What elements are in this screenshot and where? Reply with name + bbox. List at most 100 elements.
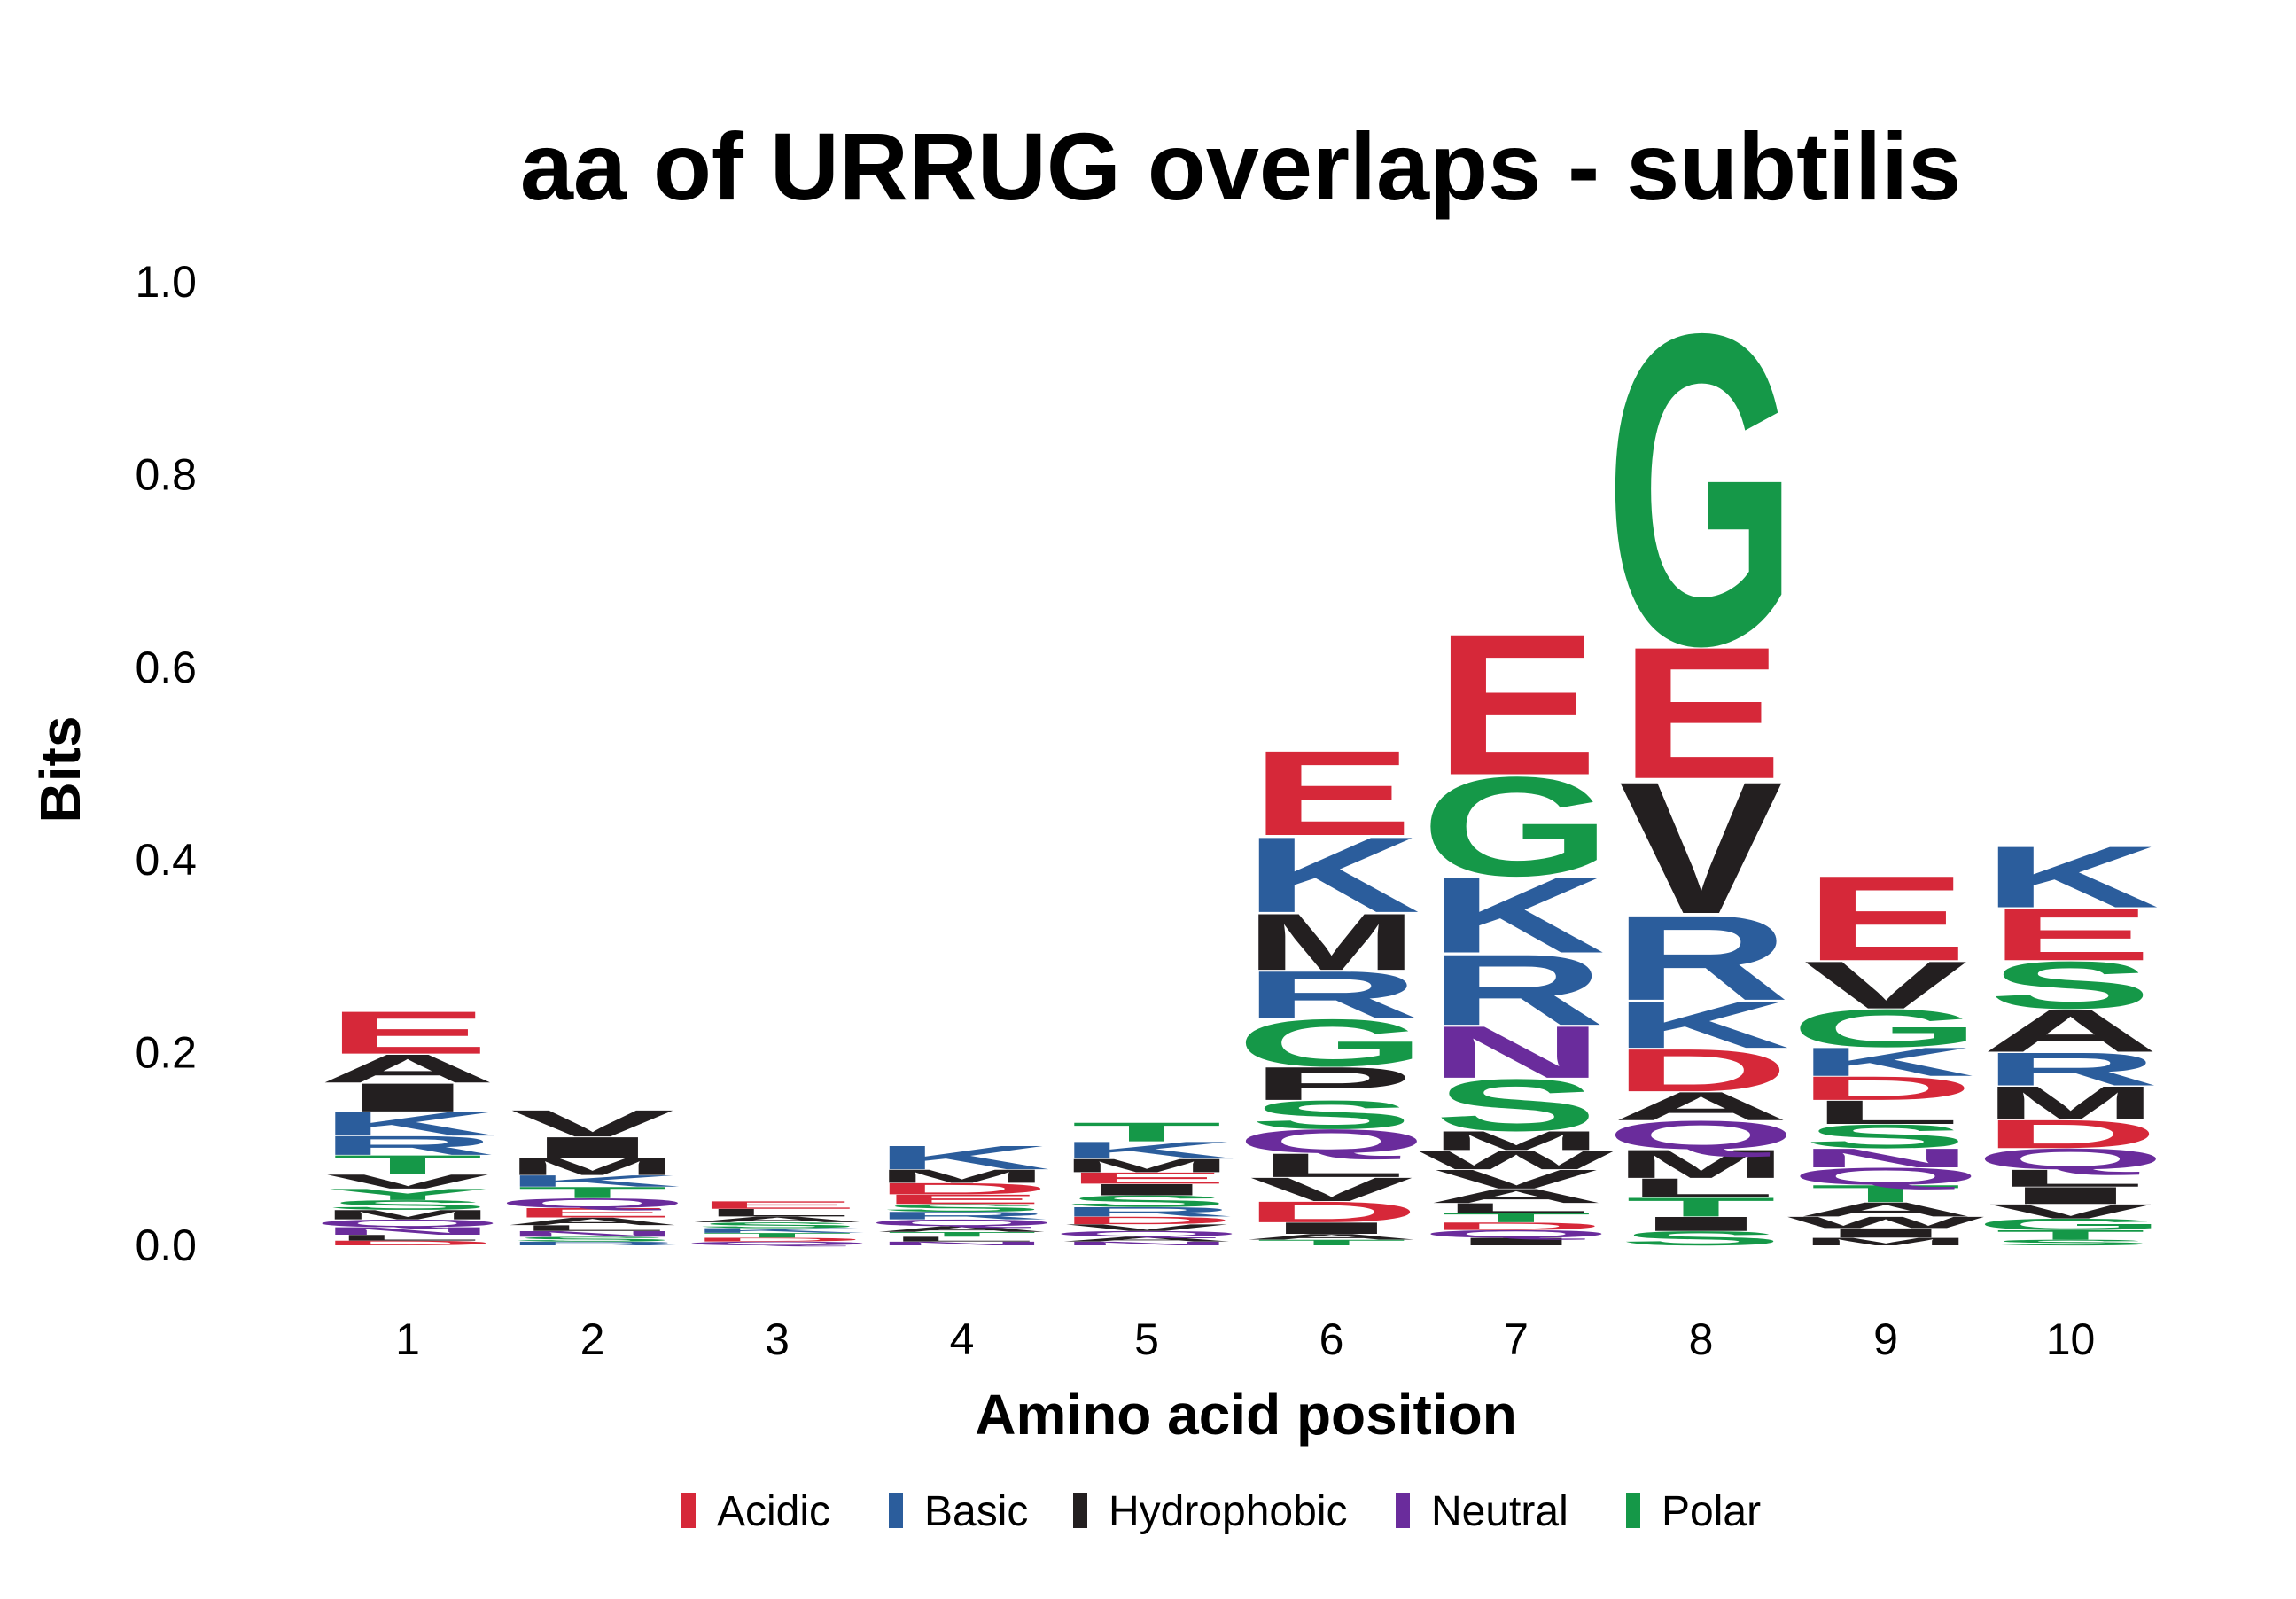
x-tick-label: 6	[1319, 1314, 1344, 1364]
logo-letter: S	[880, 1202, 1044, 1214]
legend-label: Basic	[924, 1488, 1028, 1535]
logo-letter: T	[702, 1231, 852, 1238]
logo-letter: K	[1058, 1136, 1236, 1164]
logo-letter: T	[1810, 1180, 1961, 1207]
legend-item-neutral: Neutral	[1396, 1488, 1568, 1535]
logo-letter: S	[1989, 948, 2152, 1023]
legend-item-hydrophobic: Hydrophobic	[1073, 1488, 1347, 1535]
logo-letter: Q	[1051, 1229, 1242, 1238]
logo-letter: A	[1428, 1185, 1606, 1207]
logo-letter: A	[319, 1046, 497, 1091]
logo-letter: R	[873, 1210, 1051, 1222]
logo-letter: R	[1428, 933, 1606, 1046]
logo-letter: G	[1605, 241, 1796, 737]
x-axis-label: Amino acid position	[975, 1383, 1517, 1447]
logo-letter: T	[1071, 1117, 1222, 1147]
logo-letter: Q	[866, 1218, 1057, 1228]
logo-letter: L	[702, 1206, 852, 1219]
logo-letter: G	[1790, 998, 1981, 1058]
logo-letter: V	[325, 1170, 489, 1192]
logo-letter: W	[1787, 1213, 1985, 1231]
logo-letter: D	[689, 1236, 867, 1243]
y-tick-label: 0.8	[135, 449, 197, 499]
logo-letter: K	[503, 1172, 681, 1190]
logo-letter: S	[1249, 1093, 1413, 1138]
logo-letter: E	[1619, 608, 1783, 818]
logo-letter: M	[1060, 1155, 1234, 1176]
logo-letter: K	[689, 1227, 867, 1234]
logo-letter: E	[1249, 726, 1413, 861]
logo-letter: R	[1981, 1043, 2160, 1096]
logo-letter: T	[1996, 1228, 2146, 1243]
logo-letter: I	[1798, 1226, 1973, 1241]
logo-letter: D	[1797, 1070, 1975, 1107]
logo-letter: R	[319, 1130, 497, 1160]
logo-letter: G	[1974, 1215, 2166, 1233]
logo-letter: V	[510, 1103, 674, 1144]
legend-item-basic: Basic	[889, 1488, 1028, 1535]
logo-letter: S	[1619, 1227, 1783, 1249]
logo-letter: Q	[1235, 1123, 1427, 1160]
logo-letter: A	[503, 1215, 681, 1228]
logo-letter: Q	[312, 1217, 503, 1229]
logo-letter: Y	[325, 1185, 489, 1203]
logo-letter: A	[1242, 1232, 1420, 1241]
logo-letter: R	[1242, 957, 1420, 1033]
logo-letter: E	[1434, 591, 1598, 817]
logo-letter: I	[320, 1075, 495, 1120]
legend-swatch	[1396, 1493, 1410, 1528]
logo-letter: L	[1996, 1165, 2146, 1192]
logo-letter: S	[325, 1197, 489, 1213]
logo-letter: D	[1242, 1196, 1420, 1228]
logo-letter: T	[518, 1183, 668, 1201]
logo-letter: D	[319, 1239, 497, 1246]
y-axis-ticks: 0.0 0.2 0.4 0.6 0.8 1.0	[135, 257, 197, 1270]
logo-letter: D	[1058, 1214, 1236, 1227]
logo-letter: S	[1803, 1118, 1967, 1155]
logo-letter: S	[695, 1221, 859, 1229]
logo-letter: L	[1441, 1200, 1592, 1215]
logo-letter: T	[1257, 1238, 1407, 1247]
logo-letter: V	[1249, 1171, 1413, 1208]
legend-swatch	[1073, 1493, 1087, 1528]
logo-letter: V	[1803, 948, 1967, 1023]
logo-letter: M	[321, 1207, 494, 1222]
logo-letter: L	[332, 1233, 483, 1242]
y-tick-label: 0.4	[135, 835, 197, 885]
legend-item-polar: Polar	[1626, 1488, 1761, 1535]
logo-letter: K	[1242, 815, 1420, 935]
logo-letter: M	[1244, 896, 1418, 987]
x-axis-ticks: 1 2 3 4 5 6 7 8 9 10	[395, 1314, 2095, 1364]
logo-letter: K	[873, 1139, 1051, 1176]
logo-letter: L	[887, 1236, 1038, 1243]
x-tick-label: 7	[1504, 1314, 1529, 1364]
logo-letter: E	[510, 1205, 674, 1221]
logo-letter: N	[873, 1240, 1051, 1246]
x-tick-label: 9	[1873, 1314, 1898, 1364]
logo-letter: Q	[1974, 1143, 2166, 1175]
logo-letter: Q	[1790, 1163, 1981, 1190]
logo-letter: M	[1615, 1142, 1788, 1187]
logo-letter: G	[1420, 747, 1612, 905]
y-tick-label: 0.0	[135, 1221, 197, 1270]
logo-letter: W	[1418, 1145, 1615, 1175]
logo-letter: L	[518, 1223, 668, 1232]
legend-swatch	[889, 1493, 903, 1528]
logo-letter: M	[1799, 1236, 1973, 1248]
legend-item-acidic: Acidic	[681, 1488, 830, 1535]
logo-letter: E	[695, 1199, 859, 1212]
logo-letter: V	[1064, 1222, 1228, 1233]
y-tick-label: 0.6	[135, 643, 197, 692]
logo-letter: S	[1064, 1192, 1228, 1210]
logo-letter: S	[510, 1236, 674, 1243]
logo-letter: V	[1989, 1200, 2152, 1222]
x-tick-label: 8	[1689, 1314, 1714, 1364]
logo-letter: N	[1797, 1143, 1975, 1173]
logo-letter: V	[1434, 1164, 1598, 1194]
